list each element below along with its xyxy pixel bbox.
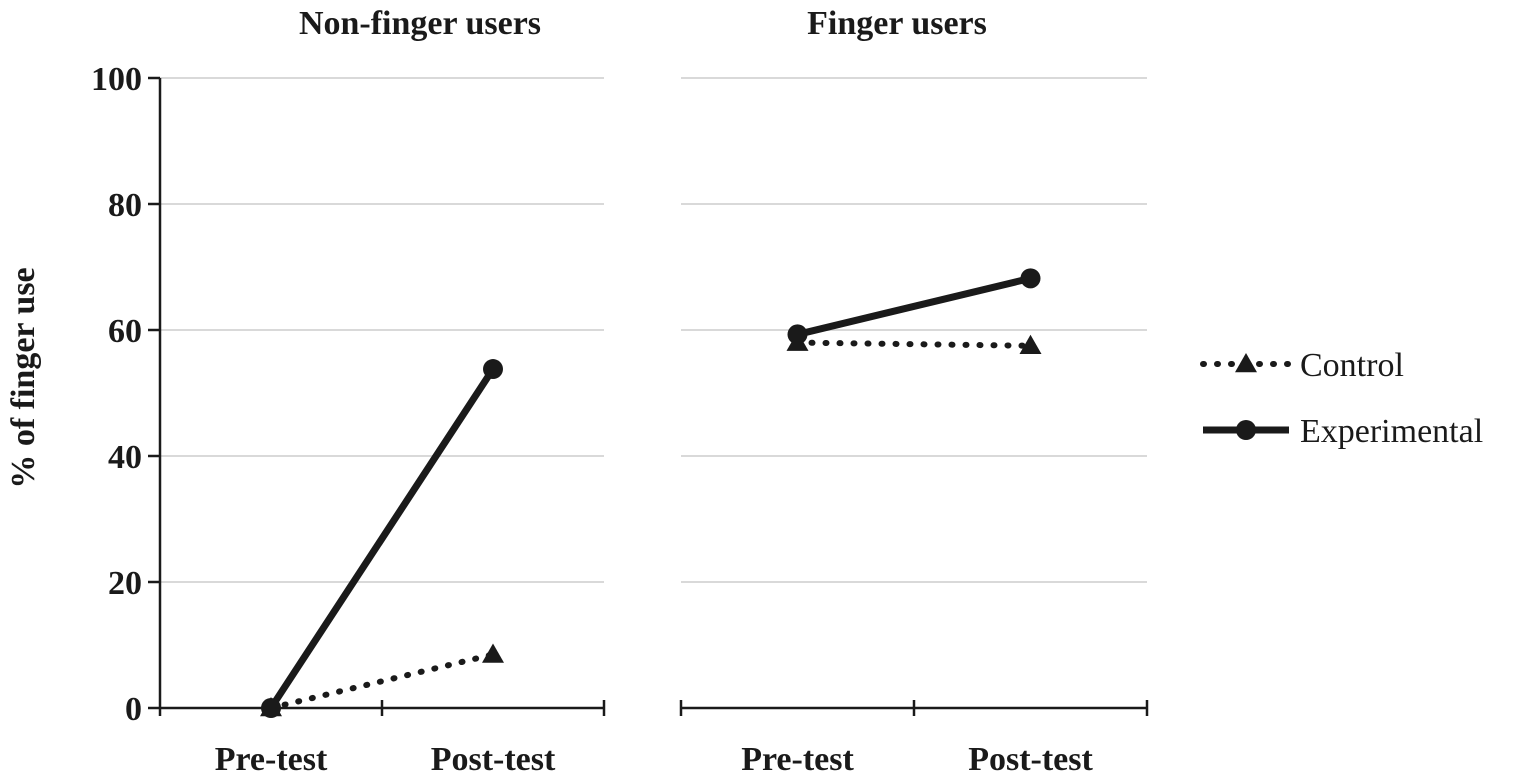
series-experimental: [787, 268, 1041, 345]
series-line: [794, 339, 1034, 349]
y-tick-label: 40: [108, 439, 142, 476]
data-point: [787, 324, 808, 345]
y-tick-label: 0: [125, 691, 142, 728]
data-point: [261, 698, 281, 718]
series-control: [786, 331, 1042, 354]
y-tick-label: 20: [108, 565, 142, 602]
legend-item-control: Control: [1200, 347, 1404, 384]
x-tick-label: Post-test: [968, 741, 1093, 778]
data-point: [483, 359, 503, 380]
data-point: [1019, 334, 1042, 354]
legend-marker: [1236, 420, 1256, 440]
legend-label: Control: [1300, 347, 1404, 384]
y-tick-label: 100: [91, 61, 142, 98]
y-axis-label: % of finger use: [5, 267, 42, 488]
legend-item-experimental: Experimental: [1203, 413, 1483, 450]
data-point: [1020, 268, 1041, 289]
panel-2: Finger users Pre-test Post-test: [679, 5, 1149, 778]
x-tick-label: Pre-test: [215, 741, 328, 778]
x-tick-label: Post-test: [431, 741, 556, 778]
legend-marker: [1235, 353, 1257, 373]
series-experimental: [261, 359, 503, 718]
panel-1: Non-finger users Pre-test Post-test 0 20 40 60…: [91, 5, 606, 778]
x-tick-label: Pre-test: [741, 741, 854, 778]
panel-title: Finger users: [807, 5, 987, 42]
y-tick-label: 60: [108, 313, 142, 350]
series-line: [796, 274, 1032, 338]
data-point: [482, 643, 504, 663]
y-tick-label: 80: [108, 187, 142, 224]
legend-label: Experimental: [1300, 413, 1483, 450]
panel-title: Non-finger users: [299, 5, 541, 42]
series-line: [268, 367, 496, 710]
series-line: [268, 651, 496, 711]
chart-panels: Non-finger users Pre-test Post-test 0 20 40 60…: [91, 5, 1149, 778]
legend: Control Experimental: [1200, 347, 1483, 450]
